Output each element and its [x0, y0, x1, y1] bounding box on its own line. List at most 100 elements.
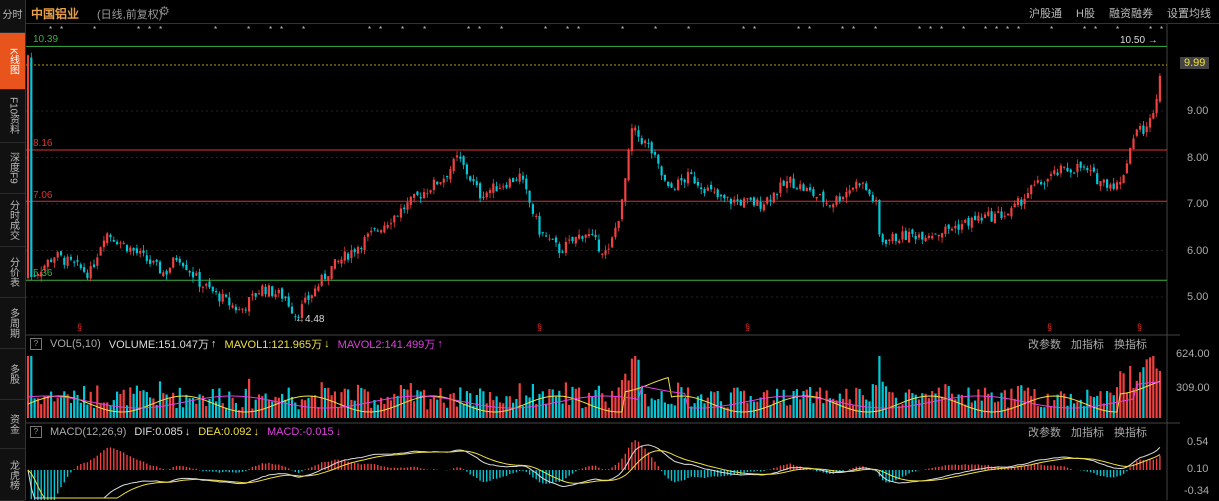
gear-icon[interactable]: ⚙ [159, 4, 170, 18]
mavol2-line [27, 381, 1160, 409]
candle-body [277, 289, 280, 294]
candle-body [271, 286, 274, 296]
candle-body [934, 233, 937, 235]
candle-body [983, 214, 987, 218]
candle-body [1016, 198, 1020, 206]
volume-bar [1043, 407, 1046, 418]
volume-bar [317, 407, 320, 418]
switch-indicator-button[interactable]: 换指标 [1114, 339, 1147, 351]
switch-indicator-button[interactable]: 换指标 [1114, 427, 1147, 439]
candle-body [261, 285, 264, 296]
sidebar-item-depth[interactable]: 深度F9 [0, 143, 25, 194]
sidebar-item-multi-stock[interactable]: 多股 [0, 349, 25, 400]
h-share-link[interactable]: H股 [1076, 8, 1095, 20]
level-label-8-16: 8.16 [33, 138, 53, 149]
volume-bar [934, 393, 937, 418]
event-marker: § [1047, 322, 1052, 332]
candle-body [637, 130, 640, 137]
volume-bar [690, 406, 693, 418]
volume-bar [739, 391, 742, 418]
sidebar-item-trades[interactable]: 分时成交 [0, 194, 25, 247]
volume-bar [446, 407, 449, 418]
candle-body [475, 181, 478, 186]
volume-bar [1155, 368, 1158, 418]
candle-body [446, 176, 449, 178]
volume-bar [673, 405, 676, 418]
volume-bar [1125, 392, 1128, 418]
macd-title[interactable]: MACD(12,26,9) [50, 426, 127, 438]
sidebar-item-multi-period[interactable]: 多周期 [0, 298, 25, 349]
help-icon[interactable]: ? [30, 426, 42, 438]
add-indicator-button[interactable]: 加指标 [1071, 427, 1104, 439]
sidebar-item-kline[interactable]: K线图 [0, 33, 25, 90]
add-indicator-button[interactable]: 加指标 [1071, 339, 1104, 351]
candle-body [185, 264, 188, 271]
volume-bar [960, 394, 963, 418]
ma-settings-link[interactable]: 设置均线 [1167, 8, 1211, 20]
candle-body [50, 259, 53, 262]
candle-body [389, 223, 393, 225]
volume-bar [386, 396, 389, 418]
volume-bar [696, 396, 699, 418]
candle-body [723, 194, 726, 199]
info-marker: * [753, 25, 756, 34]
volume-bar [139, 390, 142, 418]
volume-bar [347, 389, 350, 418]
sidebar-item-price-table[interactable]: 分价表 [0, 247, 25, 298]
help-icon[interactable]: ? [30, 338, 42, 350]
volume-bar [937, 387, 940, 418]
sidebar-item-f10[interactable]: F10资料 [0, 90, 25, 143]
candle-body [937, 234, 940, 237]
volume-bar [667, 404, 670, 418]
candle-body [79, 264, 82, 269]
volume-bar [766, 390, 769, 418]
volume-bar [1139, 372, 1142, 418]
candle-body [492, 183, 495, 193]
candle-body [498, 187, 501, 189]
candle-body [528, 190, 531, 203]
volume-bar [1049, 405, 1053, 418]
candle-body [881, 234, 884, 243]
volume-bar [152, 398, 155, 418]
volume-bar [578, 387, 581, 418]
candle-body [396, 215, 399, 217]
volume-bar [69, 402, 72, 418]
volume-bar [977, 389, 980, 418]
candle-body [789, 177, 792, 183]
period-info[interactable]: (日线,前复权) [97, 9, 163, 21]
volume-bar [1099, 391, 1102, 418]
volume-bar [640, 386, 643, 418]
candle-body [442, 178, 445, 183]
volume-bar [56, 397, 59, 418]
candle-body [901, 231, 904, 240]
candle-body [779, 182, 782, 194]
volume-bar [736, 387, 739, 418]
sidebar-item-capital[interactable]: 资金 [0, 400, 25, 449]
edit-params-button[interactable]: 改参数 [1028, 427, 1061, 439]
volume-bar [726, 407, 729, 418]
hk-connect-link[interactable]: 沪股通 [1029, 8, 1063, 20]
volume-bar [868, 401, 871, 418]
volume-bar [1152, 356, 1155, 418]
margin-trading-link[interactable]: 融资融券 [1109, 8, 1153, 20]
candle-body [86, 272, 89, 279]
vol-tick: 309.00 [1176, 382, 1210, 394]
candle-body [488, 190, 492, 193]
macd-panel-header: ? MACD(12,26,9) DIF:0.085 ↓ DEA:0.092 ↓ MA… [26, 424, 1167, 440]
candle-body [591, 233, 594, 235]
candle-body [746, 198, 749, 200]
volume-bar [729, 392, 732, 418]
macd-tick: 0.54 [1187, 436, 1209, 448]
candle-body [132, 247, 135, 251]
vol-title[interactable]: VOL(5,10) [50, 338, 101, 350]
stock-name: 中国铝业 [31, 7, 80, 21]
volume-bar [1076, 401, 1079, 418]
volume-bar [812, 403, 815, 418]
sidebar-item-timeshare[interactable]: 分时 [0, 0, 25, 33]
volume-bar [426, 409, 429, 418]
candle-body [967, 217, 970, 226]
volume-bar [479, 388, 482, 418]
edit-params-button[interactable]: 改参数 [1028, 339, 1061, 351]
candle-body [1079, 161, 1082, 168]
